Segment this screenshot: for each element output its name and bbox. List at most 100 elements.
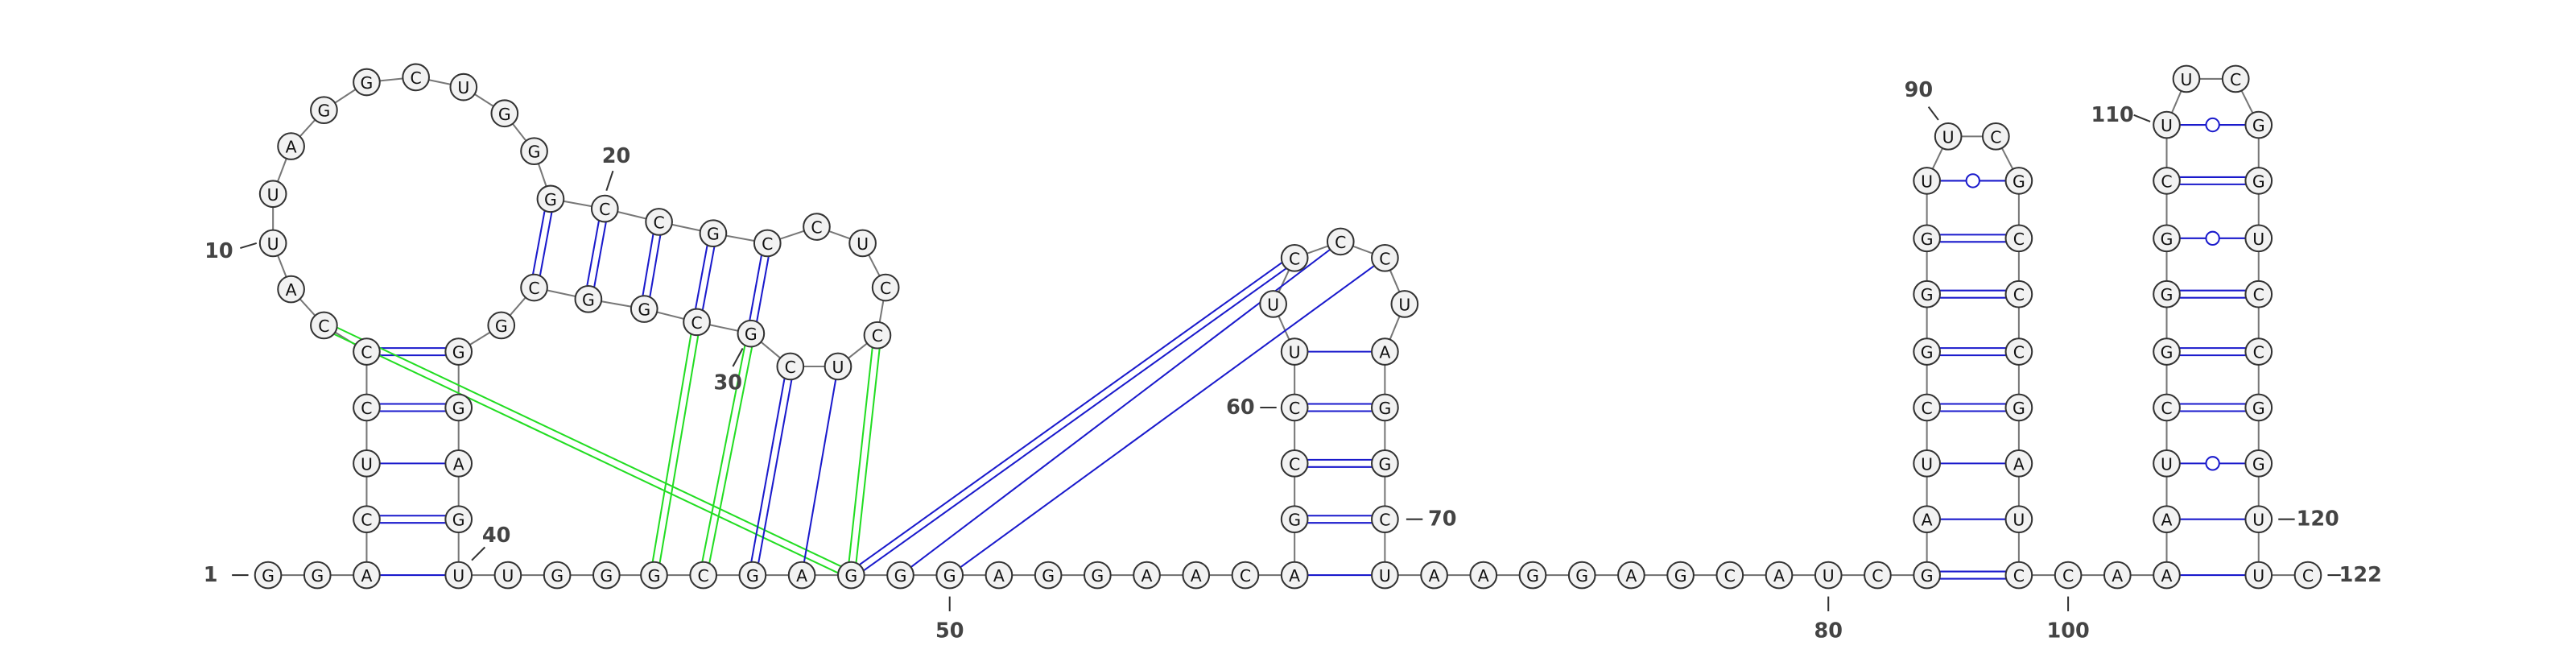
base-pair bbox=[539, 212, 553, 275]
nucleotide-circle bbox=[1280, 561, 1309, 590]
nucleotide-letter: C bbox=[880, 279, 891, 298]
nucleotide-letter: U bbox=[1267, 295, 1279, 314]
nucleotide-circle bbox=[1371, 449, 1399, 478]
nucleotide-letter: C bbox=[2161, 399, 2172, 418]
nucleotide-letter: U bbox=[457, 78, 469, 97]
nucleotide-circle bbox=[1133, 561, 1161, 590]
nucleotide-letter: G bbox=[452, 399, 465, 418]
nucleotide-letter: G bbox=[1091, 566, 1104, 586]
nucleotide-circle bbox=[1420, 561, 1448, 590]
label-tick bbox=[1927, 106, 1939, 121]
nucleotide-letter: C bbox=[1990, 127, 2001, 147]
nucleotide-circle bbox=[630, 295, 658, 323]
nucleotide-letter: C bbox=[1289, 454, 1300, 474]
nucleotide-letter: C bbox=[785, 358, 796, 377]
nucleotide-letter: C bbox=[691, 313, 702, 333]
nucleotide-letter: C bbox=[1872, 566, 1883, 586]
nucleotide-letter: G bbox=[894, 566, 907, 586]
nucleotide-circle bbox=[683, 308, 711, 337]
nucleotide-letter: A bbox=[1141, 566, 1153, 586]
nucleotide-letter: U bbox=[1921, 172, 1933, 191]
nucleotide-letter: U bbox=[857, 234, 869, 254]
label-tick bbox=[471, 546, 486, 561]
nucleotide-circle bbox=[2153, 167, 2181, 195]
nucleotide-letter: G bbox=[1921, 230, 1934, 249]
nucleotide-letter: A bbox=[1289, 566, 1300, 586]
nucleotide-letter: G bbox=[1674, 566, 1687, 586]
nucleotide-letter: G bbox=[844, 566, 857, 586]
nucleotide-circle bbox=[2004, 167, 2033, 195]
nucleotide-circle bbox=[487, 311, 516, 340]
nucleotide-circle bbox=[574, 284, 603, 313]
nucleotide-circle bbox=[2244, 561, 2273, 590]
nucleotide-circle bbox=[2244, 110, 2273, 139]
nucleotide-circle bbox=[2004, 505, 2033, 534]
nucleotide-letter: G bbox=[311, 566, 324, 586]
nucleotide-letter: C bbox=[2013, 230, 2025, 249]
nucleotide-letter: G bbox=[1042, 566, 1055, 586]
nucleotide-circle bbox=[543, 561, 572, 590]
label-tick bbox=[2133, 114, 2151, 122]
nucleotide-letter: C bbox=[2253, 343, 2264, 362]
nucleotide-circle bbox=[2004, 337, 2033, 366]
nucleotide-circle bbox=[2153, 561, 2181, 590]
nucleotide-circle bbox=[2153, 393, 2181, 422]
position-label: 80 bbox=[1814, 619, 1843, 643]
nucleotide-letter: U bbox=[361, 454, 373, 474]
nucleotide-circle bbox=[1567, 561, 1596, 590]
base-pair bbox=[750, 379, 786, 562]
nucleotide-letter: G bbox=[1288, 511, 1301, 530]
nucleotide-letter: C bbox=[1335, 233, 1346, 252]
nucleotide-circle bbox=[1371, 337, 1399, 366]
base-pair bbox=[758, 379, 793, 563]
nucleotide-letter: U bbox=[452, 566, 464, 586]
nucleotide-circle bbox=[1280, 393, 1309, 422]
nucleotide-letter: C bbox=[528, 279, 539, 298]
position-label: 120 bbox=[2297, 507, 2339, 532]
nucleotide-letter: G bbox=[746, 566, 759, 586]
nucleotide-letter: U bbox=[267, 185, 279, 205]
nucleotide-circle bbox=[1913, 224, 1941, 253]
nucleotide-letter: G bbox=[2161, 285, 2174, 304]
position-label: 50 bbox=[935, 619, 964, 643]
nucleotide-letter: U bbox=[1289, 343, 1301, 362]
base-pair bbox=[658, 335, 700, 563]
nucleotide-letter: G bbox=[943, 566, 956, 586]
nucleotide-circle bbox=[753, 229, 782, 258]
base-pair bbox=[749, 255, 762, 321]
nucleotide-circle bbox=[1280, 505, 1309, 534]
position-label: 60 bbox=[1226, 395, 1255, 420]
nucleotide-letter: U bbox=[267, 234, 279, 254]
position-label: 40 bbox=[482, 524, 510, 548]
nucleotide-letter: C bbox=[1379, 511, 1390, 530]
nucleotide-circle bbox=[1913, 561, 1941, 590]
position-label: 122 bbox=[2339, 563, 2382, 587]
nucleotide-circle bbox=[402, 63, 430, 92]
nucleotide-circle bbox=[592, 561, 621, 590]
nucleotide-circle bbox=[2054, 561, 2083, 590]
nucleotide-letter: C bbox=[599, 200, 610, 219]
nucleotide-circle bbox=[1371, 505, 1399, 534]
nucleotide-circle bbox=[2004, 561, 2033, 590]
nucleotide-circle bbox=[353, 505, 381, 534]
nucleotide-letter: C bbox=[361, 511, 372, 530]
nucleotide-letter: C bbox=[1240, 566, 1251, 586]
nucleotide-circle bbox=[444, 337, 473, 366]
nucleotide-letter: U bbox=[1942, 127, 1955, 147]
nucleotide-circle bbox=[520, 273, 548, 302]
nucleotide-letter: A bbox=[361, 566, 372, 586]
base-pair bbox=[333, 333, 839, 574]
nucleotide-letter: A bbox=[1191, 566, 1202, 586]
position-label: 20 bbox=[602, 144, 631, 168]
nucleotide-letter: G bbox=[317, 101, 330, 121]
nucleotide-circle bbox=[277, 132, 305, 160]
nucleotide-circle bbox=[836, 561, 865, 590]
nucleotide-letter: A bbox=[286, 280, 297, 300]
nucleotide-letter: U bbox=[832, 358, 844, 377]
nucleotide-letter: C bbox=[361, 399, 372, 418]
nucleotide-letter: U bbox=[2252, 511, 2264, 530]
nucleotide-letter: U bbox=[2161, 454, 2173, 474]
nucleotide-circle bbox=[444, 393, 473, 422]
nucleotide-letter: C bbox=[2161, 172, 2172, 191]
